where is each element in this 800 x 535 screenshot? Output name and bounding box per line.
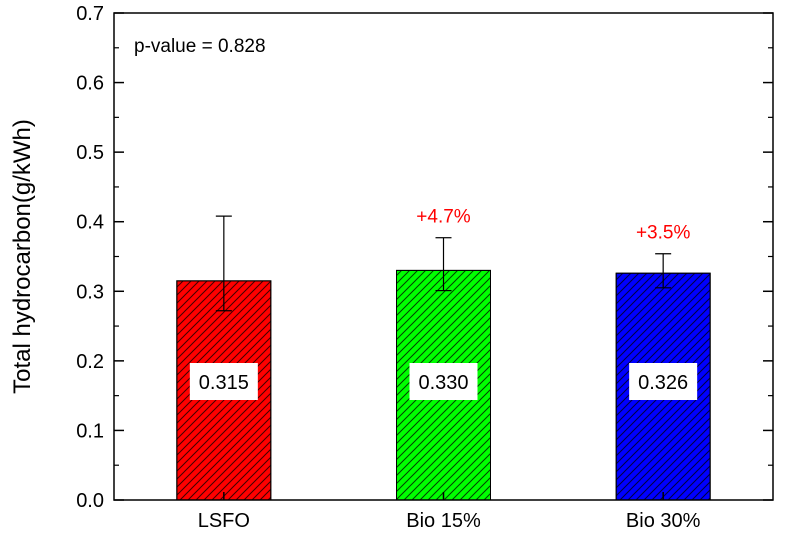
bars: 0.315 0.330 +4.7% 0.326 +3.5%: [176, 207, 711, 501]
x-tick-label: LSFO: [198, 510, 250, 532]
y-tick-label: 0.2: [76, 351, 104, 373]
value-label-1: 0.330: [418, 372, 468, 394]
y-axis-ticks: 0.0 0.1 0.2 0.3 0.4 0.5 0.6 0.7: [76, 3, 773, 512]
y-axis-title: Total hydrocarbon(g/kWh): [9, 119, 36, 394]
y-tick-label: 0.6: [76, 73, 104, 95]
value-label-box-2: [629, 363, 698, 400]
value-label-2: 0.326: [638, 372, 688, 394]
y-tick-label: 0.4: [76, 212, 104, 234]
value-label-box-0: [189, 363, 258, 400]
y-tick-label: 0.7: [76, 3, 104, 25]
y-tick-label: 0.3: [76, 281, 104, 303]
value-label-box-1: [409, 363, 478, 400]
change-label-1: +4.7%: [416, 207, 471, 228]
error-bar-1: [435, 237, 452, 292]
x-axis-ticks: LSFO Bio 15% Bio 30%: [198, 492, 701, 532]
y-tick-label: 0.1: [76, 420, 104, 442]
y-tick-label: 0.5: [76, 142, 104, 164]
p-value-annotation: p-value = 0.828: [134, 36, 266, 57]
y-tick-label: 0.0: [76, 490, 104, 512]
x-tick-label: Bio 15%: [406, 510, 481, 532]
x-tick-label: Bio 30%: [626, 510, 701, 532]
error-bar-0: [215, 215, 232, 312]
value-label-0: 0.315: [199, 372, 249, 394]
change-label-2: +3.5%: [636, 223, 691, 244]
error-bar-2: [655, 253, 672, 289]
